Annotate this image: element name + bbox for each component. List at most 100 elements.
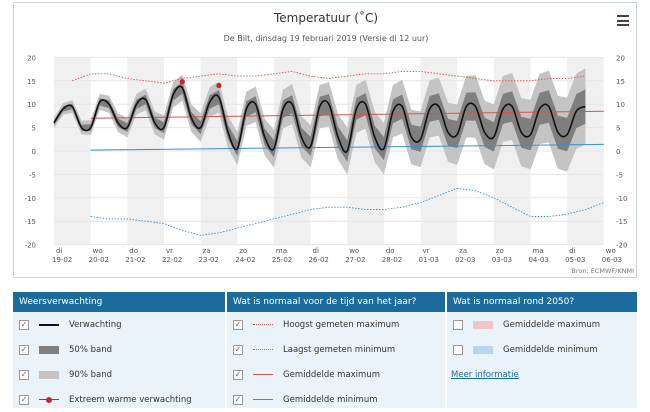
extreme-warm-point	[216, 82, 222, 89]
temperature-chart: -20 -20 -15 -15 -10 -10 -5 -5 0 0 5 5 10 10 15 15 20 20 di…	[25, 54, 628, 264]
checkbox-unchecked[interactable]	[453, 344, 463, 355]
x-tick-label-day: vr	[166, 247, 173, 255]
x-tick-label-day: wo	[606, 247, 616, 255]
legend-row-avg-max[interactable]: ✓ Gemiddelde maximum	[227, 362, 445, 387]
x-tick-label-date: 06-03	[602, 256, 622, 264]
chart-title: Temperatuur (˚C)	[273, 11, 379, 25]
black-line-symbol	[39, 321, 59, 329]
band-90	[54, 68, 586, 175]
avg-min-line	[90, 143, 604, 151]
legend-normal-column: Wat is normaal voor de tijd van het jaar…	[227, 292, 445, 408]
x-tick-label-date: 04-03	[528, 256, 548, 264]
legend-label: Gemiddelde minimum	[283, 394, 378, 405]
y-tick-label-left: 20	[27, 54, 36, 62]
x-tick-label-day: zo	[239, 247, 247, 255]
checkbox-checked[interactable]: ✓	[19, 319, 29, 330]
legend-normal-header: Wat is normaal voor de tijd van het jaar…	[227, 292, 445, 312]
more-info-link[interactable]: Meer informatie	[451, 369, 519, 380]
y-tick-label-right: 0	[616, 148, 620, 156]
x-tick-label-date: 26-02	[309, 256, 329, 264]
checkbox-checked[interactable]: ✓	[233, 344, 243, 355]
hamburger-menu-icon[interactable]	[617, 15, 629, 26]
blue-line-symbol	[253, 396, 273, 404]
y-tick-label-right: 15	[616, 78, 625, 86]
legend-row-record-min[interactable]: ✓ Laagst gemeten minimum	[227, 337, 445, 362]
x-tick-label-date: 05-03	[565, 256, 585, 264]
y-tick-label-right: -20	[616, 242, 627, 250]
x-tick-label-day: do	[129, 247, 138, 255]
x-tick-label-date: 01-03	[419, 256, 439, 264]
legend-label: Gemiddelde minimum	[503, 344, 598, 355]
legend-row-link: Meer informatie	[447, 362, 637, 387]
x-tick-label-date: 23-02	[199, 256, 219, 264]
checkbox-checked[interactable]: ✓	[19, 369, 29, 380]
x-tick-label-day: za	[459, 247, 467, 255]
x-tick-label-day: zo	[496, 247, 504, 255]
legend-row-2050-max[interactable]: Gemiddelde maximum	[447, 312, 637, 337]
pink-box-symbol	[473, 320, 493, 329]
band90-symbol	[39, 370, 59, 379]
y-tick-label-right: -10	[616, 195, 627, 203]
legend-row-band90[interactable]: ✓ 90% band	[13, 362, 225, 387]
x-tick-label-day: ma	[276, 247, 287, 255]
legend-label: Laagst gemeten minimum	[283, 344, 396, 355]
y-tick-label-left: -5	[29, 171, 36, 179]
x-tick-label-day: vr	[423, 247, 430, 255]
x-tick-label-date: 20-02	[89, 256, 109, 264]
legend-forecast-column: Weersverwachting ✓ Verwachting ✓ 50% ban…	[13, 292, 225, 408]
y-tick-label-right: -15	[616, 218, 627, 226]
y-tick-label-left: 0	[32, 148, 36, 156]
legend-row-band50[interactable]: ✓ 50% band	[13, 337, 225, 362]
x-tick-label-day: wo	[93, 247, 103, 255]
x-tick-label-day: di	[313, 247, 319, 255]
x-tick-label-day: ma	[532, 247, 543, 255]
checkbox-checked[interactable]: ✓	[19, 344, 29, 355]
legend-forecast-header: Weersverwachting	[13, 292, 225, 312]
extreme-warm-point	[179, 79, 185, 85]
legend-row-extreme[interactable]: ✓ Extreem warme verwachting	[13, 387, 225, 412]
forecast-line	[53, 85, 586, 153]
x-tick-label-date: 19-02	[52, 256, 72, 264]
legend-label: 90% band	[69, 369, 112, 380]
y-tick-label-left: -20	[25, 242, 36, 250]
record-max-line	[72, 70, 586, 84]
y-tick-label-right: 5	[616, 125, 620, 133]
x-tick-label-date: 27-02	[345, 256, 365, 264]
blue-dotted-line-symbol	[253, 346, 273, 354]
x-tick-label-date: 24-02	[235, 256, 255, 264]
x-tick-label-day: do	[386, 247, 395, 255]
checkbox-checked[interactable]: ✓	[233, 319, 243, 330]
legend-row-forecast[interactable]: ✓ Verwachting	[13, 312, 225, 337]
checkbox-unchecked[interactable]	[453, 319, 463, 330]
band50-symbol	[39, 345, 59, 354]
source-credit: Bron: ECMWF/KNMI	[571, 267, 634, 275]
light-blue-box-symbol	[473, 345, 493, 354]
y-tick-label-left: 5	[32, 125, 36, 133]
legend-label: Hoogst gemeten maximum	[283, 319, 400, 330]
y-tick-label-left: 15	[27, 78, 36, 86]
y-tick-label-right: -5	[616, 171, 623, 179]
avg-max-line	[90, 110, 604, 119]
x-tick-label-day: di	[569, 247, 575, 255]
legend-panel: Weersverwachting ✓ Verwachting ✓ 50% ban…	[13, 292, 637, 408]
x-tick-label-day: di	[56, 247, 62, 255]
legend-row-2050-min[interactable]: Gemiddelde minimum	[447, 337, 637, 362]
y-tick-label-right: 20	[616, 54, 625, 62]
red-line-symbol	[253, 371, 273, 379]
checkbox-checked[interactable]: ✓	[233, 369, 243, 380]
y-tick-label-left: -15	[25, 218, 36, 226]
legend-label: Gemiddelde maximum	[503, 319, 600, 330]
x-tick-label-date: 03-03	[492, 256, 512, 264]
record-min-line	[90, 187, 604, 236]
legend-row-record-max[interactable]: ✓ Hoogst gemeten maximum	[227, 312, 445, 337]
x-tick-label-day: za	[203, 247, 211, 255]
legend-row-avg-min[interactable]: ✓ Gemiddelde minimum	[227, 387, 445, 412]
checkbox-checked[interactable]: ✓	[19, 394, 29, 405]
legend-label: Extreem warme verwachting	[69, 394, 192, 405]
chart-container: -20 -20 -15 -15 -10 -10 -5 -5 0 0 5 5 10 10 15 15 20 20 di…	[13, 2, 637, 278]
checkbox-checked[interactable]: ✓	[233, 394, 243, 405]
red-dotted-line-symbol	[253, 321, 273, 329]
x-tick-label-date: 21-02	[125, 256, 145, 264]
y-tick-label-right: 10	[616, 101, 625, 109]
x-tick-label-day: wo	[349, 247, 359, 255]
